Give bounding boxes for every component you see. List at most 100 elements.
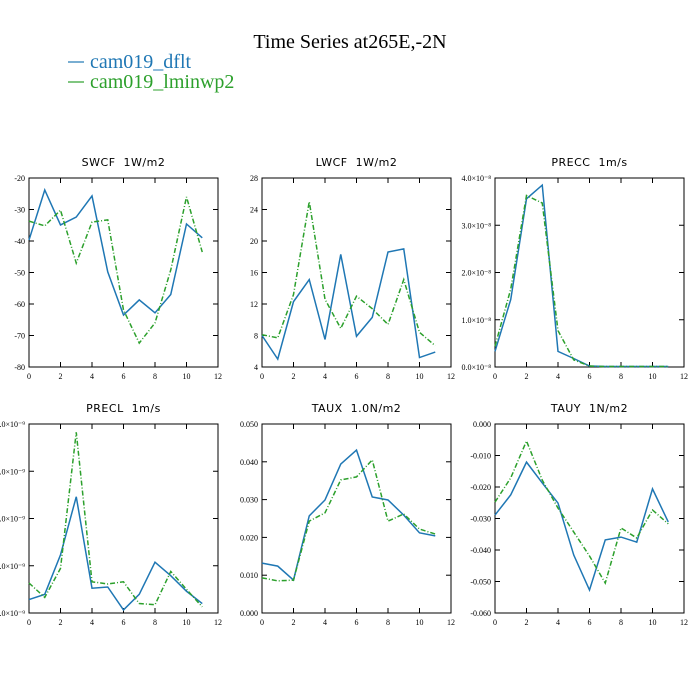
x-tick-label: 6 (588, 618, 592, 627)
x-tick-label: 4 (323, 372, 327, 381)
y-tick-label: 0.0×10⁻⁸ (461, 363, 491, 372)
x-tick-label: 12 (214, 372, 222, 381)
x-tick-label: 8 (386, 372, 390, 381)
x-tick-label: 12 (447, 372, 455, 381)
x-tick-label: 8 (619, 372, 623, 381)
y-tick-label: 0.010 (240, 571, 258, 580)
panel-title: TAUY 1N/m2 (550, 402, 628, 415)
series-line (28, 432, 203, 608)
y-tick-label: -60 (14, 300, 25, 309)
x-tick-label: 10 (416, 618, 424, 627)
panel-title: PRECL 1m/s (86, 402, 161, 415)
y-tick-label: -0.010 (470, 452, 491, 461)
y-tick-label: 12 (250, 300, 258, 309)
plot-frame (28, 423, 219, 614)
legend-label: cam019_dflt (90, 51, 192, 73)
series-line (28, 496, 203, 612)
y-tick-label: 3.0×10⁻⁸ (461, 221, 491, 230)
x-tick-label: 10 (183, 372, 191, 381)
y-tick-label: 24 (250, 206, 258, 215)
series-line (494, 460, 669, 593)
x-tick-label: 0 (260, 372, 264, 381)
y-tick-label: 0.040 (240, 458, 258, 467)
panel-title: SWCF 1W/m2 (82, 156, 166, 169)
y-tick-label: 2.0×10⁻⁹ (0, 562, 25, 571)
x-tick-label: 8 (619, 618, 623, 627)
x-tick-label: 2 (292, 618, 296, 627)
plot-frame (494, 423, 685, 614)
plot-frame (494, 177, 685, 368)
x-tick-label: 0 (260, 618, 264, 627)
y-tick-label: -50 (14, 269, 25, 278)
y-tick-label: -0.050 (470, 578, 491, 587)
y-tick-label: 4.0×10⁻⁹ (0, 515, 25, 524)
x-tick-label: 6 (355, 618, 359, 627)
series-line (494, 194, 669, 368)
y-tick-label: 16 (250, 269, 258, 278)
y-tick-label: -0.040 (470, 546, 491, 555)
x-tick-label: 12 (447, 618, 455, 627)
x-tick-label: 4 (90, 618, 94, 627)
panel-title: PRECC 1m/s (551, 156, 627, 169)
x-tick-label: 8 (386, 618, 390, 627)
x-tick-label: 12 (680, 618, 688, 627)
y-tick-label: 0.020 (240, 533, 258, 542)
x-tick-label: 4 (323, 618, 327, 627)
series-line (261, 247, 436, 361)
series-line (494, 439, 669, 585)
y-tick-label: 8 (254, 332, 258, 341)
y-tick-label: -0.020 (470, 483, 491, 492)
x-tick-label: 2 (59, 372, 63, 381)
x-tick-label: 4 (90, 372, 94, 381)
x-tick-label: 0 (27, 618, 31, 627)
chart-title: Time Series at265E,-2N (253, 31, 446, 53)
y-tick-label: -0.060 (470, 609, 491, 618)
y-tick-label: -80 (14, 363, 25, 372)
x-tick-label: 12 (680, 372, 688, 381)
x-tick-label: 2 (59, 618, 63, 627)
x-tick-label: 12 (214, 618, 222, 627)
y-tick-label: 20 (250, 237, 258, 246)
x-tick-label: 6 (122, 618, 126, 627)
y-tick-label: -30 (14, 206, 25, 215)
y-tick-label: 4.0×10⁻⁸ (461, 174, 491, 183)
x-tick-label: 6 (588, 372, 592, 381)
y-tick-label: 8.0×10⁻⁹ (0, 420, 25, 429)
y-tick-label: 4 (254, 363, 258, 372)
legend-label: cam019_lminwp2 (90, 71, 234, 93)
x-tick-label: 2 (525, 618, 529, 627)
y-tick-label: 0.030 (240, 496, 258, 505)
x-tick-label: 6 (122, 372, 126, 381)
x-tick-label: 10 (416, 372, 424, 381)
y-tick-label: -40 (14, 237, 25, 246)
x-tick-label: 0 (27, 372, 31, 381)
y-tick-label: -20 (14, 174, 25, 183)
y-tick-label: -0.030 (470, 515, 491, 524)
y-tick-label: -70 (14, 332, 25, 341)
y-tick-label: 0.050 (240, 420, 258, 429)
panel-title: LWCF 1W/m2 (316, 156, 398, 169)
x-tick-label: 0 (493, 372, 497, 381)
x-tick-label: 4 (556, 618, 560, 627)
series-line (494, 183, 669, 368)
y-tick-label: 0.0×10⁻⁹ (0, 609, 25, 618)
y-tick-label: 1.0×10⁻⁸ (461, 316, 491, 325)
x-tick-label: 8 (153, 618, 157, 627)
y-tick-label: 28 (250, 174, 258, 183)
x-tick-label: 6 (355, 372, 359, 381)
series-line (261, 201, 436, 347)
x-tick-label: 8 (153, 372, 157, 381)
y-tick-label: 0.000 (240, 609, 258, 618)
x-tick-label: 10 (649, 618, 657, 627)
y-tick-label: 0.000 (473, 420, 491, 429)
x-tick-label: 2 (292, 372, 296, 381)
y-tick-label: 2.0×10⁻⁸ (461, 269, 491, 278)
series-line (261, 448, 436, 582)
series-line (261, 458, 436, 582)
y-tick-label: 6.0×10⁻⁹ (0, 467, 25, 476)
x-tick-label: 10 (649, 372, 657, 381)
x-tick-label: 10 (183, 618, 191, 627)
x-tick-label: 4 (556, 372, 560, 381)
x-tick-label: 0 (493, 618, 497, 627)
